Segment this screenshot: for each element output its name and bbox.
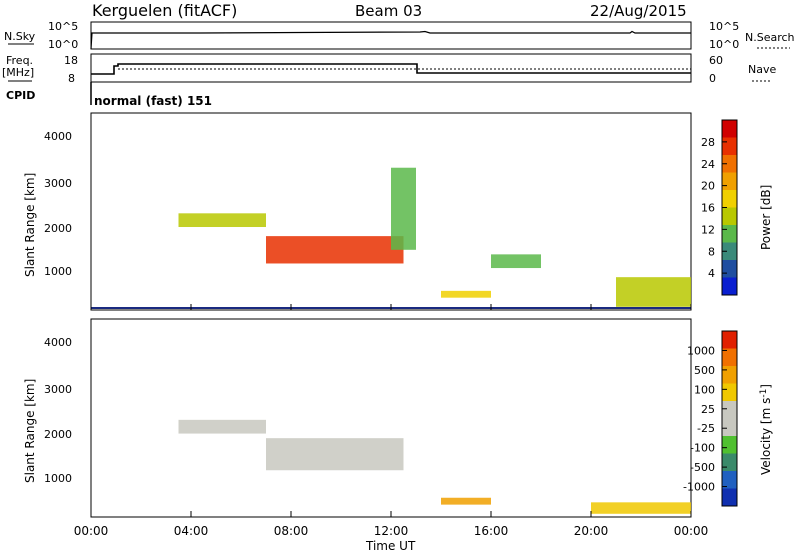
nave-tick-0: 0 (709, 72, 716, 85)
colorbar-tick-label: 24 (701, 158, 715, 171)
colorbar-swatch (722, 120, 737, 138)
power-ylabel: Slant Range [km] (23, 173, 37, 277)
noise-panel: N.Sky 10^5 10^0 10^5 10^0 N.Search (4, 20, 795, 51)
colorbar-swatch (722, 471, 737, 489)
noise-tick-top-right: 10^5 (709, 20, 739, 33)
colorbar-swatch (722, 453, 737, 471)
echo-region (616, 277, 691, 307)
x-axis-label: Time UT (365, 539, 416, 553)
colorbar-tick-label: 100 (694, 383, 715, 396)
velocity-colorbar-label: Velocity [m s-1] (759, 384, 773, 475)
colorbar-tick-label: 4 (708, 267, 715, 280)
colorbar-swatch (722, 190, 737, 208)
echo-region (441, 290, 491, 298)
velocity-echo-layer (178, 419, 691, 514)
noise-tick-top-left: 10^5 (48, 20, 78, 33)
colorbar-swatch (722, 383, 737, 401)
noise-tick-bottom-left: 10^0 (48, 38, 78, 51)
colorbar-tick-label: 1000 (687, 344, 715, 357)
colorbar-swatch (722, 155, 737, 173)
velocity-ytick-1000: 1000 (44, 472, 72, 485)
cpid-text: normal (fast) 151 (94, 94, 212, 108)
echo-region (266, 438, 404, 471)
noise-panel-frame (90, 21, 692, 50)
colorbar-tick-label: -100 (690, 442, 715, 455)
date-title: 22/Aug/2015 (590, 2, 687, 20)
freq-tick-18: 18 (64, 54, 78, 67)
noise-right-label: N.Search (745, 31, 795, 44)
x-tick-label: 12:00 (374, 524, 409, 538)
nave-label: Nave (748, 63, 776, 76)
colorbar-swatch (722, 488, 737, 506)
echo-region (391, 167, 416, 250)
colorbar-swatch (722, 418, 737, 436)
colorbar-swatch (722, 225, 737, 243)
station-title: Kerguelen (fitACF) (92, 1, 237, 20)
velocity-ylabel: Slant Range [km] (23, 379, 37, 483)
colorbar-swatch (722, 137, 737, 155)
velocity-ytick-3000: 3000 (44, 383, 72, 396)
x-tick-label: 04:00 (174, 524, 209, 538)
freq-unit: [MHz] (2, 66, 34, 79)
velocity-panel-frame (90, 318, 692, 518)
colorbar-swatch (722, 277, 737, 295)
noise-sky-line (90, 30, 691, 50)
nave-tick-60: 60 (709, 54, 723, 67)
freq-line (91, 63, 691, 75)
x-tick-label: 08:00 (274, 524, 309, 538)
colorbar-tick-label: 28 (701, 136, 715, 149)
colorbar-swatch (722, 331, 737, 349)
power-echo-layer (91, 167, 691, 309)
echo-region (178, 213, 266, 228)
power-ytick-3000: 3000 (44, 177, 72, 190)
power-colorbar-label: Power [dB] (759, 185, 773, 250)
noise-tick-bottom-right: 10^0 (709, 38, 739, 51)
x-axis: 00:00 04:00 08:00 12:00 16:00 20:00 00:00 (74, 304, 709, 538)
noise-left-label: N.Sky (4, 30, 36, 43)
colorbar-swatch (722, 260, 737, 278)
freq-panel-frame (90, 53, 692, 83)
echo-region (266, 236, 404, 264)
colorbar-swatch (722, 366, 737, 384)
colorbar-swatch (722, 172, 737, 190)
colorbar-tick-label: 25 (701, 403, 715, 416)
power-colorbar: 28 24 20 16 12 8 4 (701, 119, 738, 296)
colorbar-tick-label: 8 (708, 245, 715, 258)
colorbar-swatch (722, 436, 737, 454)
freq-label: Freq. (6, 54, 33, 67)
echo-region (441, 497, 491, 505)
colorbar-tick-label: -25 (697, 422, 715, 435)
echo-region (591, 502, 691, 514)
beam-title: Beam 03 (355, 2, 422, 20)
freq-tick-8: 8 (68, 72, 75, 85)
colorbar-swatch (722, 207, 737, 225)
power-ytick-4000: 4000 (44, 130, 72, 143)
echo-region (178, 419, 266, 434)
colorbar-frame (721, 330, 738, 507)
velocity-colorbar: 1000 500 100 25 -25 -100 -500 -1000 (683, 330, 738, 507)
power-panel: 4000 3000 2000 1000 Slant Range [km] 282… (23, 112, 773, 311)
colorbar-tick-label: 20 (701, 180, 715, 193)
x-tick-label: 20:00 (574, 524, 609, 538)
power-ytick-2000: 2000 (44, 222, 72, 235)
x-tick-label: 00:00 (674, 524, 709, 538)
velocity-panel: 4000 3000 2000 1000 Slant Range [km] 100… (23, 318, 773, 518)
colorbar-swatch (722, 242, 737, 260)
colorbar-tick-label: 500 (694, 364, 715, 377)
colorbar-tick-label: -1000 (683, 481, 715, 494)
colorbar-tick-label: -500 (690, 461, 715, 474)
cpid-label: CPID (6, 89, 35, 102)
echo-region (491, 254, 541, 269)
colorbar-swatch (722, 401, 737, 419)
colorbar-swatch (722, 348, 737, 366)
velocity-ytick-4000: 4000 (44, 336, 72, 349)
power-ytick-1000: 1000 (44, 265, 72, 278)
freq-panel: Freq. [MHz] 18 8 60 0 Nave CPID normal (… (2, 53, 776, 108)
colorbar-tick-label: 12 (701, 223, 715, 236)
colorbar-tick-label: 16 (701, 202, 715, 215)
velocity-ytick-2000: 2000 (44, 428, 72, 441)
x-tick-label: 16:00 (474, 524, 509, 538)
x-tick-label: 00:00 (74, 524, 109, 538)
